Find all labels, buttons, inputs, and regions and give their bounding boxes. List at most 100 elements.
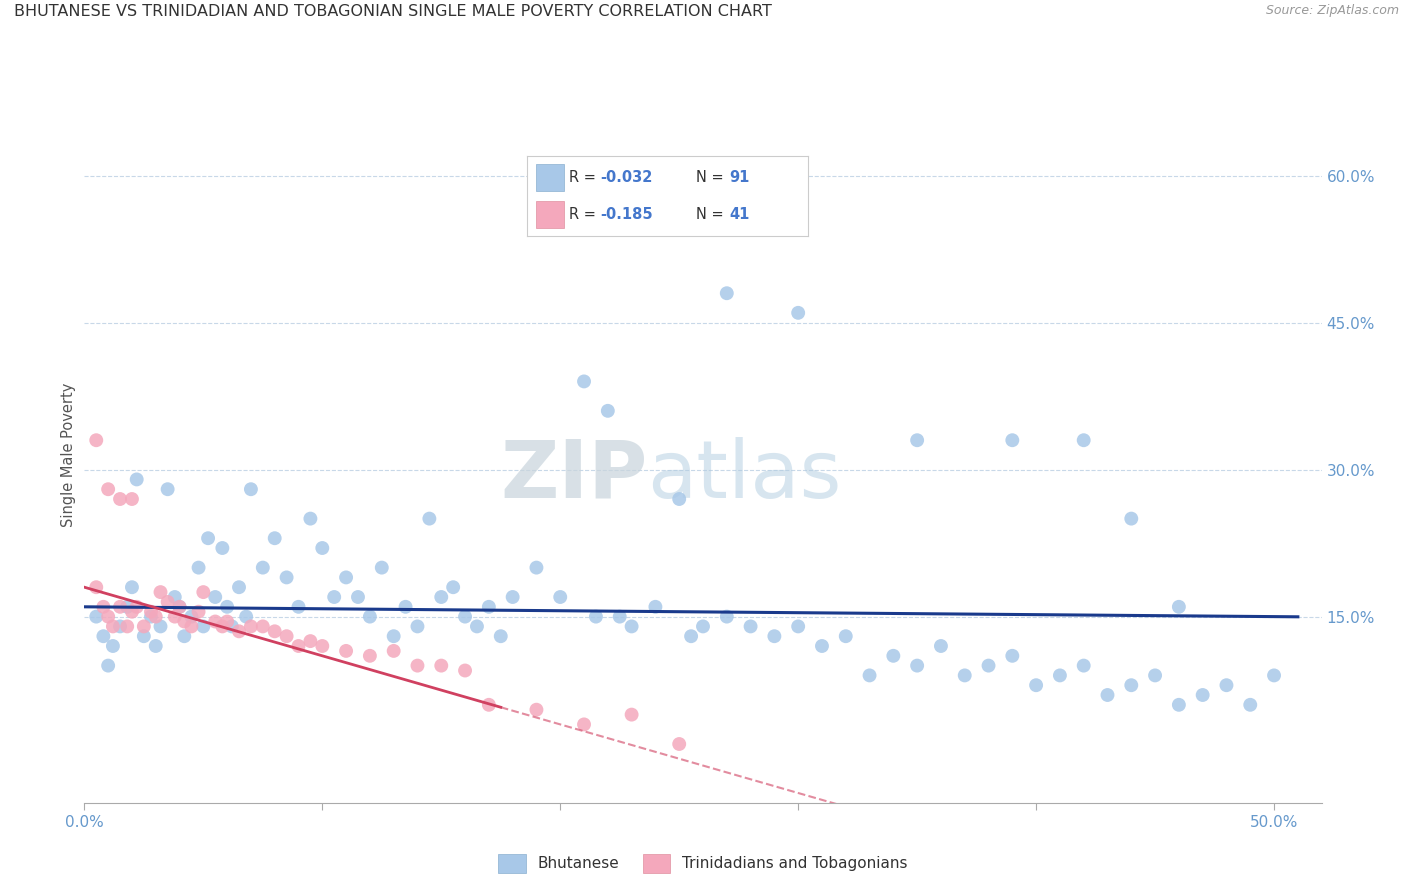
Point (929, 639, 952, 653)
Point (1073, 434, 1095, 448)
Point (1167, 698, 1189, 712)
Point (173, 629, 195, 643)
Point (221, 619, 243, 633)
Point (430, 658, 453, 673)
Point (84, 580, 107, 594)
Point (115, 619, 138, 633)
Point (1144, 668, 1167, 682)
Point (180, 609, 202, 624)
Point (193, 585, 215, 599)
Point (585, 609, 607, 624)
Point (139, 605, 162, 619)
Text: BHUTANESE VS TRINIDADIAN AND TOBAGONIAN SINGLE MALE POVERTY CORRELATION CHART: BHUTANESE VS TRINIDADIAN AND TOBAGONIAN … (14, 4, 772, 20)
Point (97, 609, 120, 624)
Point (382, 629, 405, 643)
Bar (536, 201, 564, 228)
Point (121, 580, 143, 594)
Text: N =: N = (696, 207, 728, 222)
Point (572, 717, 595, 731)
Point (204, 590, 226, 604)
Point (84, 434, 107, 448)
Point (276, 629, 298, 643)
Point (93, 599, 115, 614)
Point (193, 619, 215, 633)
Text: R =: R = (569, 207, 600, 222)
Text: -0.185: -0.185 (600, 207, 652, 222)
Point (478, 698, 501, 712)
Point (145, 609, 167, 624)
Point (335, 570, 357, 584)
Point (287, 639, 309, 653)
Point (1263, 668, 1285, 682)
Point (1001, 434, 1024, 448)
Point (84, 609, 107, 624)
Point (1239, 698, 1261, 712)
Point (156, 595, 179, 609)
Point (115, 599, 138, 614)
Point (1121, 678, 1143, 692)
Point (787, 619, 810, 633)
Point (276, 570, 298, 584)
Point (371, 560, 394, 574)
Point (1097, 688, 1119, 702)
Point (197, 531, 219, 545)
Point (239, 619, 262, 633)
Point (125, 599, 148, 614)
Point (235, 609, 257, 624)
Point (252, 619, 274, 633)
Point (156, 482, 179, 496)
Point (526, 703, 548, 717)
Point (97, 658, 120, 673)
Point (465, 619, 488, 633)
Point (347, 590, 370, 604)
Point (1049, 668, 1071, 682)
Point (835, 629, 858, 643)
Point (418, 511, 440, 525)
Point (228, 624, 250, 639)
Point (526, 560, 548, 574)
Point (287, 599, 309, 614)
Point (211, 541, 233, 555)
Point (977, 658, 1000, 673)
Point (620, 707, 643, 722)
Point (620, 619, 643, 633)
Point (406, 658, 429, 673)
Point (692, 619, 714, 633)
Point (108, 619, 131, 633)
Point (149, 619, 172, 633)
Point (572, 375, 595, 389)
Point (548, 590, 571, 604)
Point (858, 668, 880, 682)
Point (905, 658, 928, 673)
Point (311, 639, 333, 653)
Point (121, 491, 143, 506)
Point (323, 590, 346, 604)
Point (108, 599, 131, 614)
Point (441, 580, 464, 594)
Text: 91: 91 (730, 170, 749, 186)
Point (763, 629, 786, 643)
Point (149, 585, 172, 599)
Point (740, 619, 762, 633)
Point (93, 629, 115, 643)
Point (1191, 688, 1213, 702)
Text: Source: ZipAtlas.com: Source: ZipAtlas.com (1265, 4, 1399, 18)
Point (668, 737, 690, 751)
Point (252, 560, 274, 574)
Point (787, 306, 810, 320)
Point (489, 629, 512, 643)
Point (596, 404, 619, 418)
Y-axis label: Single Male Poverty: Single Male Poverty (60, 383, 76, 527)
Point (173, 615, 195, 629)
Point (121, 605, 143, 619)
Point (169, 599, 191, 614)
Point (169, 599, 191, 614)
Text: atlas: atlas (647, 437, 842, 515)
Text: R =: R = (569, 170, 600, 186)
Point (359, 609, 381, 624)
Point (454, 664, 477, 678)
Point (382, 644, 405, 658)
Point (217, 615, 239, 629)
Point (1073, 658, 1095, 673)
Point (311, 541, 333, 555)
